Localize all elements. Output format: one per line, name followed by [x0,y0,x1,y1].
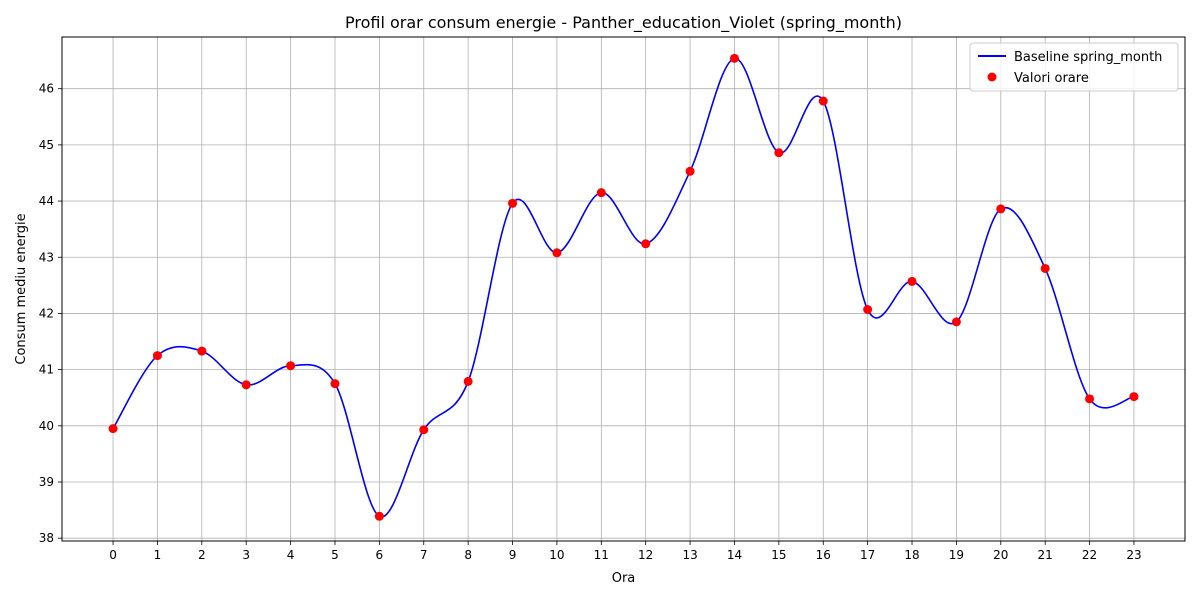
axis-ticks: 0 1 2 3 4 5 6 7 8 9 10 11 12 13 14 15 16 17 18 19 20 21 22 2338… [39,82,1142,562]
data-point-hour-15 [774,148,784,158]
data-point-hour-9 [508,198,518,208]
legend-scatter-marker [987,72,997,82]
x-tick-label: 12 [638,548,653,562]
data-point-hour-0 [108,424,118,434]
data-point-hour-8 [463,376,473,386]
data-point-hour-20 [996,204,1006,214]
data-point-hour-18 [907,276,917,286]
x-tick-label: 22 [1082,548,1097,562]
x-tick-label: 4 [287,548,295,562]
y-tick-label: 42 [39,306,54,320]
x-tick-label: 7 [420,548,428,562]
legend-label-baseline: Baseline spring_month [1014,50,1162,65]
y-tick-label: 40 [39,419,54,433]
x-tick-label: 8 [464,548,472,562]
x-tick-label: 3 [242,548,250,562]
y-tick-label: 39 [39,475,54,489]
data-point-hour-7 [419,425,429,435]
x-tick-label: 18 [904,548,919,562]
data-point-hour-12 [641,239,651,249]
data-point-hour-13 [685,166,695,176]
y-tick-label: 44 [39,194,54,208]
x-tick-label: 23 [1126,548,1141,562]
legend-box [969,42,1179,92]
data-point-hour-21 [1040,263,1050,273]
x-tick-label: 14 [727,548,742,562]
x-tick-label: 17 [860,548,875,562]
plot-frame [61,36,1186,542]
x-tick-label: 5 [331,548,339,562]
x-tick-label: 0 [109,548,117,562]
data-point-hour-3 [241,380,251,390]
chart-title: Profil orar consum energie - Panther_edu… [345,13,902,33]
x-tick-label: 13 [682,548,697,562]
data-point-hour-1 [152,351,162,361]
legend-label-hourly: Valori orare [1014,71,1089,86]
x-tick-label: 16 [816,548,831,562]
x-tick-label: 21 [1038,548,1053,562]
x-tick-label: 6 [376,548,384,562]
y-tick-label: 46 [39,82,54,96]
data-point-hour-4 [286,361,296,371]
x-axis-label: Ora [612,571,636,586]
data-point-hour-5 [330,379,340,389]
data-point-hour-19 [951,317,961,327]
y-tick-label: 45 [39,138,54,152]
data-point-hour-17 [863,305,873,315]
x-tick-label: 19 [949,548,964,562]
data-point-hour-2 [197,346,207,356]
x-tick-label: 1 [154,548,162,562]
x-tick-label: 9 [509,548,517,562]
y-tick-label: 43 [39,250,54,264]
series-line-baseline [112,57,1135,518]
y-tick-label: 38 [39,531,54,545]
grid [62,37,1185,541]
x-tick-label: 10 [549,548,564,562]
data-point-hour-11 [596,188,606,198]
x-tick-label: 11 [594,548,609,562]
data-point-hour-16 [818,96,828,106]
legend: Baseline spring_month Valori orare [969,42,1179,92]
data-point-hour-22 [1085,394,1095,404]
data-point-hour-10 [552,248,562,258]
data-point-hour-23 [1129,392,1139,402]
data-point-hour-14 [729,53,739,63]
y-axis-label: Consum mediu energie [14,213,29,364]
x-tick-label: 15 [771,548,786,562]
x-tick-label: 2 [198,548,206,562]
y-tick-label: 41 [39,363,54,377]
plot-data [108,53,1139,521]
x-tick-label: 20 [993,548,1008,562]
data-point-hour-6 [374,511,384,521]
